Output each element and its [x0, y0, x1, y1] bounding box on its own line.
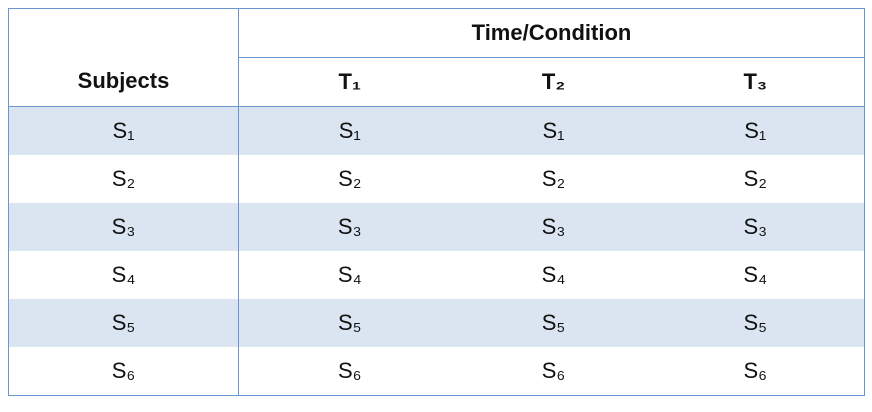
table-cell: S₃	[460, 203, 647, 251]
table-cell: S₂	[8, 155, 239, 203]
table-row: S₅ S₅ S₅ S₅	[8, 299, 866, 347]
table-cell: S₁	[646, 106, 866, 155]
table-cell: S₅	[646, 299, 866, 347]
table-cell: S₂	[541, 166, 566, 191]
table-cell: S₆	[646, 347, 866, 396]
condition-header: T₁	[238, 57, 461, 107]
header-row: Subjects Time/Condition	[8, 8, 866, 107]
table-cell: S₄	[8, 251, 239, 299]
data-table: Subjects Time/Condition T₁ T₂ T₃ S₁ S₁ S₁ S₁ S…	[8, 8, 866, 396]
table-cell: S₁	[8, 106, 239, 155]
table-cell: S₅	[238, 299, 461, 347]
table-row: S₆ S₆ S₆ S₆	[8, 347, 866, 396]
table-row: S₃ S₃ S₃ S₃	[8, 203, 866, 251]
condition-header: T₃	[646, 57, 866, 107]
table-cell: S₄	[646, 251, 866, 299]
subjects-header: Subjects	[8, 8, 239, 107]
table-cell: S₆	[238, 347, 461, 396]
table-cell: S₄	[541, 262, 566, 287]
header-row: T₁ T₂ T₃	[9, 57, 866, 107]
group-header: Time/Condition	[237, 8, 866, 58]
condition-header: T₂	[460, 57, 647, 107]
table-body: S₁ S₁ S₁ S₁ S₂ S₂ S₂ S₂ S₃ S₃ S₃ S₃ S₄ S₄ S₄ S₄ S₅ S₅ S₅ S₅…	[8, 106, 866, 396]
table-head: Subjects Time/Condition T₁ T₂ T₃	[8, 8, 866, 107]
table-cell: S₃	[8, 203, 239, 251]
table-cell: S₅	[460, 299, 647, 347]
table-cell: S₆	[460, 347, 647, 396]
table-cell: S₅	[8, 299, 239, 347]
table-cell: S₁	[238, 106, 461, 155]
table-row: S₂ S₂ S₂ S₂	[8, 155, 866, 203]
table-cell: S₁	[460, 106, 647, 155]
table-cell: S₃	[238, 203, 461, 251]
table-cell: S₄	[337, 262, 362, 287]
table-cell: S₂	[338, 166, 362, 191]
table-row: S₄ S₄ S₄ S₄	[8, 251, 866, 299]
table-cell: S₂	[646, 155, 866, 203]
table-cell: S₃	[646, 203, 866, 251]
table-row: S₁ S₁ S₁ S₁	[8, 106, 866, 155]
table-cell: S₆	[8, 347, 239, 396]
